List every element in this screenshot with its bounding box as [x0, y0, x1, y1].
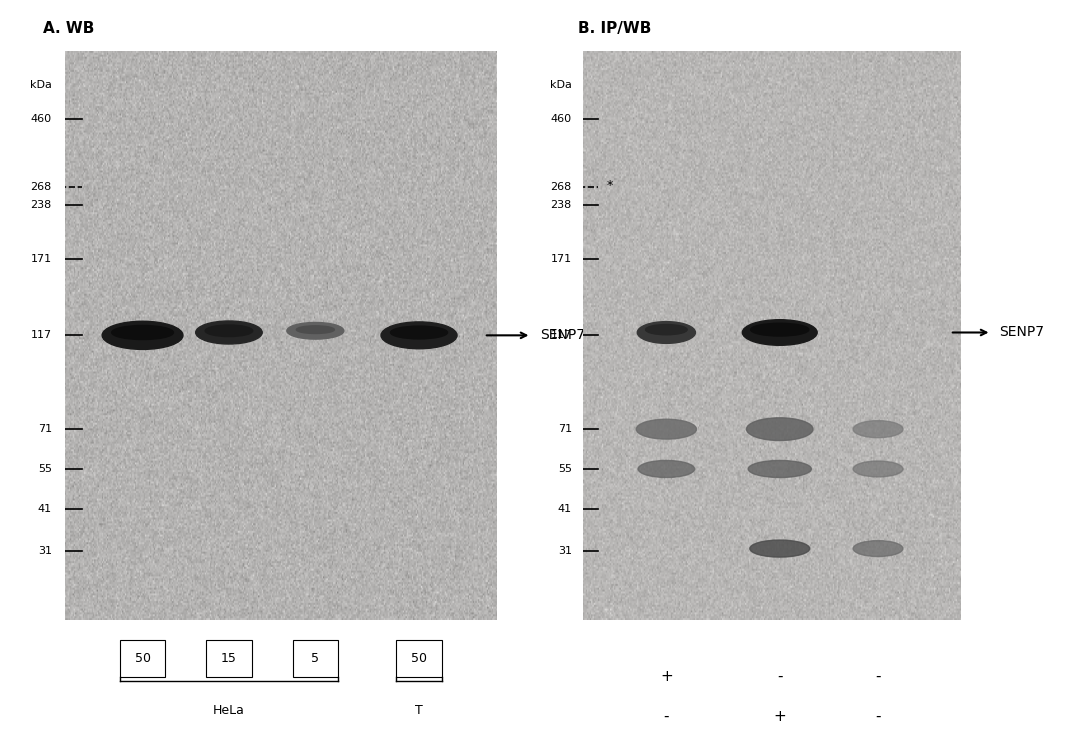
Text: 117: 117 — [30, 330, 52, 340]
Text: 31: 31 — [558, 547, 572, 556]
Text: A. WB: A. WB — [43, 21, 95, 36]
Text: 460: 460 — [551, 114, 572, 124]
Ellipse shape — [637, 321, 696, 343]
Ellipse shape — [195, 321, 262, 344]
Text: 238: 238 — [30, 200, 52, 209]
Ellipse shape — [287, 322, 343, 339]
Text: 31: 31 — [38, 547, 52, 556]
Text: T: T — [415, 703, 423, 717]
Text: +: + — [773, 709, 786, 724]
Bar — [396, 639, 442, 677]
Ellipse shape — [381, 322, 457, 348]
Ellipse shape — [111, 325, 174, 340]
Text: 50: 50 — [411, 652, 427, 665]
Ellipse shape — [205, 325, 253, 337]
Text: 171: 171 — [30, 254, 52, 264]
Text: -: - — [875, 669, 881, 684]
Bar — [120, 639, 165, 677]
Text: 41: 41 — [38, 504, 52, 514]
Ellipse shape — [636, 419, 697, 439]
Ellipse shape — [748, 461, 811, 477]
Text: 50: 50 — [135, 652, 150, 665]
Ellipse shape — [646, 324, 687, 335]
Text: 71: 71 — [38, 424, 52, 434]
Ellipse shape — [751, 323, 809, 336]
Text: 268: 268 — [551, 182, 572, 192]
Ellipse shape — [742, 320, 818, 346]
Bar — [293, 639, 338, 677]
Text: SENP7: SENP7 — [540, 328, 585, 343]
Text: +: + — [660, 669, 673, 684]
Text: 117: 117 — [551, 330, 572, 340]
Text: SENP7: SENP7 — [999, 325, 1044, 340]
Bar — [206, 639, 252, 677]
Text: 15: 15 — [221, 652, 237, 665]
Text: 5: 5 — [311, 652, 320, 665]
Ellipse shape — [103, 321, 183, 349]
Ellipse shape — [853, 421, 903, 437]
Ellipse shape — [296, 326, 335, 333]
Ellipse shape — [746, 418, 813, 440]
Text: kDa: kDa — [30, 80, 52, 90]
Text: HeLa: HeLa — [213, 703, 245, 717]
Text: -: - — [875, 709, 881, 724]
Text: kDa: kDa — [550, 80, 572, 90]
Text: 71: 71 — [557, 424, 572, 434]
Text: 55: 55 — [558, 464, 572, 474]
Ellipse shape — [853, 461, 903, 477]
Text: 238: 238 — [551, 200, 572, 209]
Text: -: - — [663, 709, 670, 724]
Text: 41: 41 — [557, 504, 572, 514]
Ellipse shape — [638, 461, 694, 477]
Text: *: * — [607, 179, 612, 192]
Text: B. IP/WB: B. IP/WB — [578, 21, 651, 36]
Ellipse shape — [750, 540, 810, 557]
Ellipse shape — [391, 326, 447, 339]
Text: -: - — [777, 669, 783, 684]
Text: 268: 268 — [30, 182, 52, 192]
Text: 460: 460 — [30, 114, 52, 124]
Text: 55: 55 — [38, 464, 52, 474]
Ellipse shape — [853, 541, 903, 556]
Text: 171: 171 — [551, 254, 572, 264]
